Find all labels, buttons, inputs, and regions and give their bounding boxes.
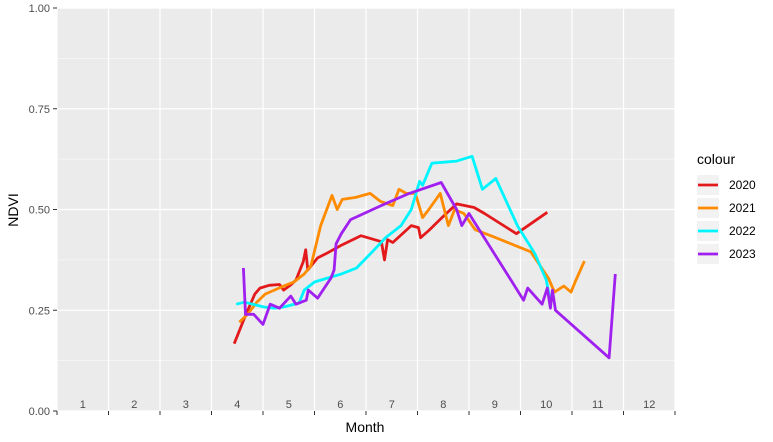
legend-label-2023: 2023	[729, 247, 756, 261]
y-tick-label: 0.25	[29, 305, 50, 317]
y-tick-label: 1.00	[29, 3, 50, 15]
x-tick-label: 10	[540, 399, 552, 411]
legend-title: colour	[697, 151, 735, 167]
x-tick-label: 5	[286, 399, 292, 411]
series-lines	[232, 154, 617, 360]
x-tick-label: 2	[131, 399, 137, 411]
y-tick-label: 0.00	[29, 406, 50, 418]
y-tick-label: 0.75	[29, 104, 50, 116]
x-axis-title: Month	[346, 419, 385, 435]
x-tick-label: 3	[183, 399, 189, 411]
legend-label-2022: 2022	[729, 224, 756, 238]
x-tick-label: 9	[492, 399, 498, 411]
x-tick-label: 11	[592, 399, 603, 411]
x-tick-label: 7	[389, 399, 395, 411]
y-axis-title: NDVI	[5, 193, 21, 226]
legend: colour 2020 2021 2022 2023	[697, 151, 756, 264]
y-tick-label: 0.50	[29, 205, 50, 217]
x-tick-label: 1	[80, 399, 86, 411]
x-tick-label: 6	[337, 399, 343, 411]
x-tick-label: 8	[440, 399, 446, 411]
y-axis: 0.00 0.25 0.50 0.75 1.00	[29, 3, 57, 418]
series-line-2020	[232, 202, 549, 345]
x-tick-label: 4	[234, 399, 240, 411]
legend-label-2020: 2020	[729, 178, 756, 192]
series-line-2023	[242, 181, 617, 360]
legend-label-2021: 2021	[729, 201, 756, 215]
x-tick-label: 12	[643, 399, 655, 411]
x-axis: 1 2 3 4 5 6 7 8 9 10 11 12	[56, 399, 676, 415]
